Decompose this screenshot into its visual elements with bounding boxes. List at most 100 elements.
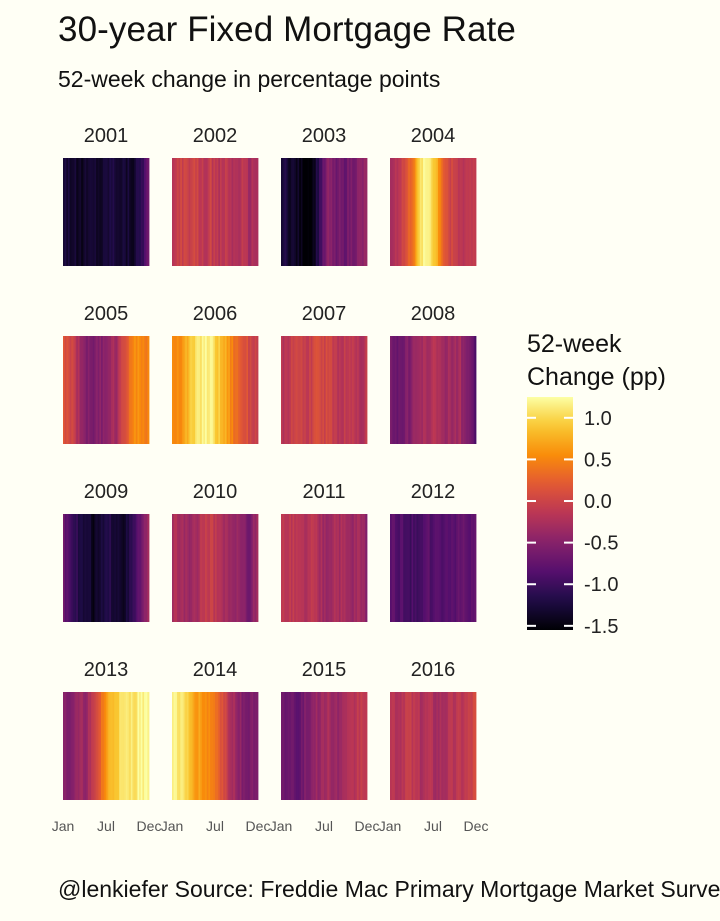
heat-bar: [340, 158, 343, 266]
heat-bar: [362, 514, 365, 622]
heat-bar: [241, 336, 244, 444]
heat-bar: [287, 336, 290, 444]
heat-bar: [82, 692, 85, 800]
facet-panel-2004: 2004: [390, 125, 477, 266]
heat-bar: [91, 692, 94, 800]
heat-bar: [297, 336, 300, 444]
heat-bar: [190, 158, 193, 266]
heat-bar: [312, 158, 315, 266]
heat-bar: [249, 336, 252, 444]
heat-bar: [178, 158, 181, 266]
heat-bar: [345, 158, 348, 266]
heat-bar: [442, 336, 445, 444]
heat-bar: [66, 158, 69, 266]
heat-bar: [289, 158, 292, 266]
x-axis-labels: Jan Jul Dec Jan Jul Dec Jan Jul Dec Jan Jul Dec: [52, 818, 489, 834]
facet-title: 2004: [411, 125, 456, 147]
heat-bar: [462, 336, 465, 444]
heat-bar: [333, 692, 336, 800]
heat-bar: [287, 692, 290, 800]
heat-bar: [466, 158, 469, 266]
heat-bar: [196, 336, 199, 444]
heat-bar: [181, 158, 184, 266]
x-tick-label: Dec: [355, 818, 380, 834]
heat-bar: [185, 158, 188, 266]
heat-bar: [81, 158, 84, 266]
heat-bar: [92, 158, 95, 266]
heat-bar: [444, 158, 447, 266]
heat-bar: [180, 158, 183, 266]
heat-bar: [332, 514, 335, 622]
heat-bar: [352, 692, 355, 800]
heat-bar: [190, 514, 193, 622]
heat-bar: [469, 692, 472, 800]
heat-bar: [188, 514, 191, 622]
heat-bar: [97, 514, 100, 622]
legend-tick-label: 1.0: [584, 408, 612, 430]
heat-bar: [84, 514, 87, 622]
heat-bar: [394, 336, 398, 444]
heat-bar: [86, 692, 89, 800]
heat-bar: [325, 336, 328, 444]
heat-bar: [319, 692, 322, 800]
heat-bar: [256, 514, 259, 622]
heat-bar: [185, 692, 188, 800]
heat-bar: [206, 514, 209, 622]
heat-bar: [362, 158, 365, 266]
heat-bar: [190, 336, 193, 444]
heat-bar: [74, 692, 77, 800]
heat-bar: [457, 336, 460, 444]
heat-bar: [186, 692, 189, 800]
heat-bar: [243, 336, 246, 444]
heat-bar: [145, 692, 148, 800]
heat-bar: [211, 692, 214, 800]
heat-bar: [411, 158, 414, 266]
heat-bar: [120, 692, 123, 800]
facet-panel-2016: 2016: [390, 659, 477, 800]
heat-bar: [299, 514, 302, 622]
x-tick-label: Dec: [137, 818, 162, 834]
heat-bar: [140, 158, 143, 266]
heat-bar: [317, 158, 320, 266]
heat-bar: [135, 158, 138, 266]
heat-bar: [350, 692, 353, 800]
heat-bar: [330, 692, 333, 800]
legend-tick-label: 0.0: [584, 491, 612, 513]
heat-bar: [132, 692, 135, 800]
heat-bar: [96, 692, 99, 800]
heat-bar: [102, 158, 105, 266]
heat-bar: [328, 336, 332, 444]
heat-bar: [307, 514, 310, 622]
heat-bar: [342, 158, 345, 266]
x-tick-label: Dec: [246, 818, 271, 834]
heat-bar: [241, 514, 244, 622]
heat-bar: [310, 158, 313, 266]
heat-bar: [63, 514, 66, 622]
x-tick-label: Dec: [464, 818, 489, 834]
heat-bar: [109, 514, 112, 622]
heat-bar: [251, 514, 254, 622]
heat-bar: [365, 514, 368, 622]
facet-title: 2013: [84, 659, 129, 681]
heat-bar: [114, 336, 117, 444]
heat-bar: [76, 336, 79, 444]
facet-panels: 2001 2002 2003 2004 2005 2006 2007 2008 2009 2010…: [63, 125, 477, 800]
heat-bar: [119, 514, 122, 622]
heat-bar: [135, 692, 138, 800]
heat-bar: [110, 158, 114, 266]
facet-title: 2016: [411, 659, 456, 681]
heat-bar: [219, 514, 223, 622]
heat-bar: [322, 336, 325, 444]
heat-bar: [97, 692, 100, 800]
heat-bar: [474, 158, 477, 266]
heat-bar: [110, 336, 114, 444]
heat-bar: [213, 692, 216, 800]
heat-bar: [196, 692, 199, 800]
heat-bar: [213, 336, 216, 444]
heat-bar: [314, 514, 317, 622]
heat-bar: [461, 514, 464, 622]
heat-bar: [322, 514, 325, 622]
heat-bar: [299, 692, 302, 800]
heat-bar: [193, 514, 196, 622]
heat-bar: [172, 514, 175, 622]
